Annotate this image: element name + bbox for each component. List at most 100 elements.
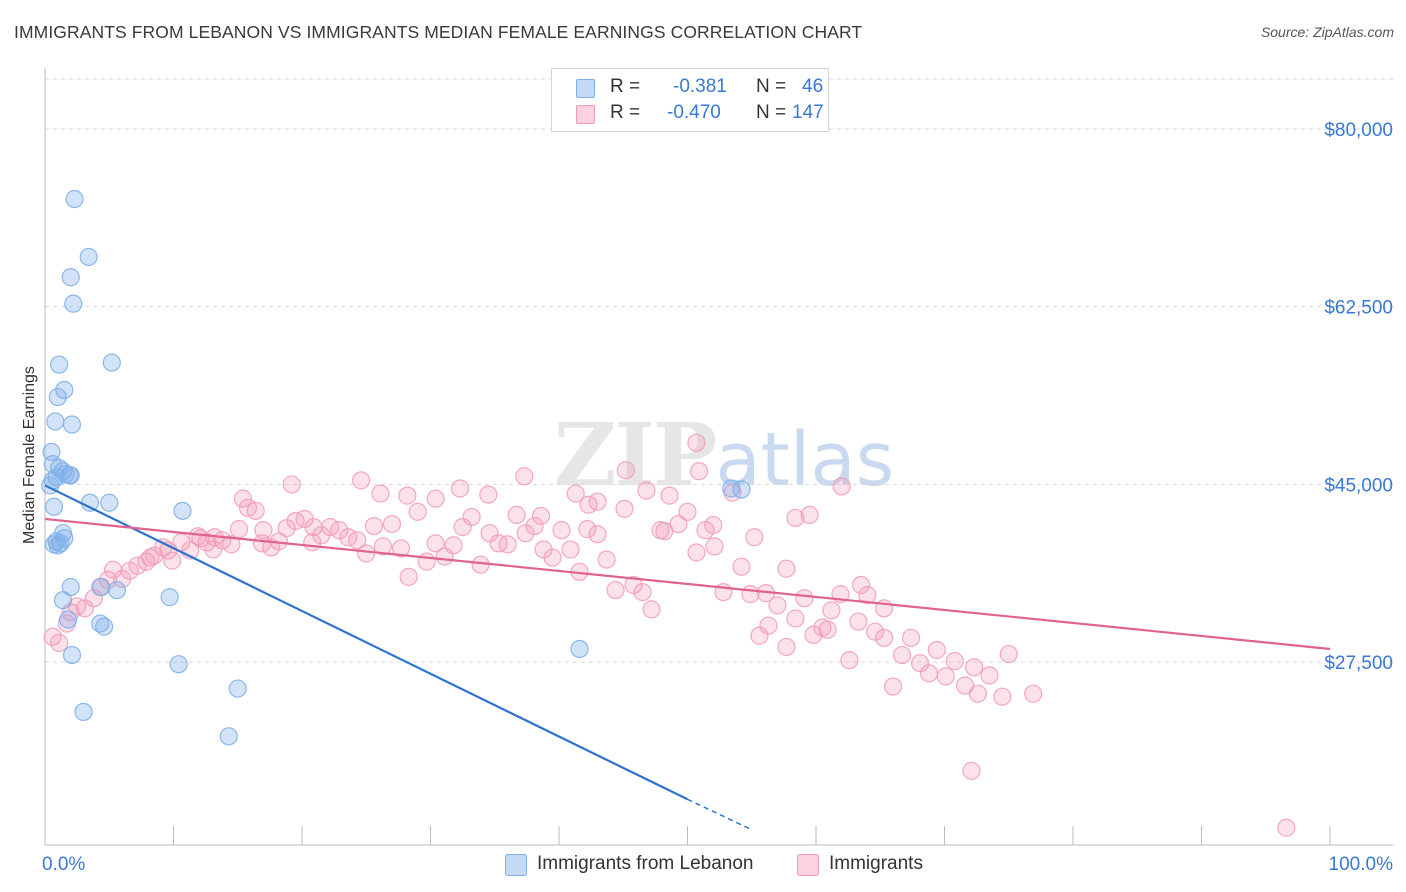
immigrants-point	[705, 537, 724, 556]
x-tick-label: 0.0%	[42, 854, 85, 875]
lebanon-trend-line	[44, 484, 688, 801]
immigrants-point	[800, 505, 819, 525]
lebanon-point	[160, 588, 179, 607]
immigrants-point	[1277, 818, 1296, 837]
lebanon-point	[732, 480, 751, 499]
immigrants-point	[98, 570, 118, 590]
immigrants-point	[426, 489, 445, 508]
immigrants-point	[233, 489, 252, 508]
lebanon-point	[50, 355, 69, 374]
chart-title: IMMIGRANTS FROM LEBANON VS IMMIGRANTS ME…	[14, 22, 863, 42]
immigrants-point	[450, 479, 470, 498]
lebanon-point	[95, 617, 114, 636]
source-credit: Source: ZipAtlas.com	[1260, 24, 1394, 40]
legend-n-label: N =	[756, 102, 787, 123]
legend-r-value: -0.381	[673, 76, 727, 97]
immigrants-point	[980, 666, 999, 685]
immigrants-point	[927, 640, 946, 660]
immigrants-point	[804, 625, 823, 644]
legend-row-immigrants: R = -0.470 N = 147	[576, 102, 826, 126]
immigrants-point	[479, 485, 498, 504]
immigrants-point	[348, 531, 367, 550]
immigrants-point	[444, 536, 463, 555]
legend-n-value: 147	[792, 102, 824, 123]
lebanon-point	[74, 702, 93, 722]
immigrants-point	[689, 462, 709, 481]
immigrants-point	[777, 559, 796, 578]
immigrants-point	[515, 467, 534, 486]
legend-r-label: R =	[610, 76, 641, 97]
lebanon-point	[44, 535, 64, 554]
immigrants-point	[578, 520, 597, 539]
immigrants-point	[786, 508, 805, 528]
lebanon-point	[48, 387, 67, 407]
lebanon-point	[91, 577, 110, 597]
immigrants-point	[655, 522, 674, 541]
legend-r-value: -0.470	[667, 102, 721, 123]
immigrants-point	[50, 633, 69, 652]
immigrants-point	[822, 601, 841, 620]
immigrants-point	[382, 514, 402, 534]
immigrants-point	[768, 596, 787, 615]
immigrants-trend-line	[44, 517, 1331, 651]
immigrants-point	[875, 628, 894, 647]
immigrants-point	[204, 540, 223, 559]
legend-n-value: 46	[802, 76, 824, 97]
immigrants-point	[462, 507, 481, 527]
immigrants-point	[962, 761, 981, 780]
immigrants-point	[277, 519, 296, 538]
correlation-legend: R = -0.381 N = 46 R = -0.470 N = 147	[551, 68, 829, 132]
immigrants-point	[417, 552, 436, 571]
x-tick-label: 100.0%	[1329, 854, 1394, 875]
immigrants-point	[453, 517, 472, 537]
immigrants-point	[246, 501, 265, 520]
immigrants-point	[352, 471, 371, 490]
lebanon-point	[61, 466, 80, 485]
immigrants-point	[745, 528, 764, 547]
immigrants-point	[373, 537, 393, 556]
y-tick-label: $80,000	[1324, 120, 1393, 141]
bottom-legend-swatch-lebanon	[505, 854, 527, 876]
immigrants-point	[968, 684, 988, 703]
immigrants-point	[516, 524, 535, 543]
immigrants-point	[642, 600, 661, 619]
immigrants-point	[498, 535, 517, 554]
immigrants-point	[633, 582, 652, 602]
bottom-legend-swatch-immigrants	[797, 854, 819, 876]
bottom-legend-immigrants: Immigrants	[797, 852, 957, 878]
immigrants-point	[936, 667, 955, 686]
lebanon-point	[102, 353, 121, 372]
immigrants-points	[43, 433, 1296, 837]
immigrants-point	[660, 486, 679, 505]
lebanon-trend-extension	[687, 798, 753, 831]
immigrants-point	[795, 589, 814, 608]
lebanon-point	[62, 645, 82, 665]
immigrants-point	[615, 499, 634, 518]
legend-r-label: R =	[610, 102, 641, 123]
immigrants-point	[561, 540, 580, 559]
legend-swatch-immigrants	[576, 105, 595, 124]
immigrants-point	[552, 521, 571, 540]
immigrants-point	[75, 599, 94, 618]
bottom-legend-label-immigrants: Immigrants	[829, 853, 923, 874]
lebanon-point	[59, 610, 78, 629]
legend-n-label: N =	[756, 76, 787, 97]
lebanon-point	[80, 493, 100, 512]
immigrants-point	[955, 676, 975, 695]
immigrants-point	[588, 492, 607, 511]
immigrants-point	[849, 612, 868, 631]
immigrants-point	[858, 586, 877, 605]
immigrants-point	[919, 664, 939, 683]
immigrants-point	[786, 609, 805, 628]
lebanon-point	[65, 189, 84, 209]
lebanon-point	[107, 580, 127, 600]
immigrants-point	[128, 556, 147, 575]
lebanon-point	[44, 497, 64, 516]
immigrants-point	[1024, 684, 1043, 703]
immigrants-point	[304, 517, 323, 537]
immigrants-point	[732, 557, 751, 576]
lebanon-point	[61, 268, 80, 287]
trend-lines	[44, 484, 1331, 831]
immigrants-point	[993, 687, 1012, 706]
